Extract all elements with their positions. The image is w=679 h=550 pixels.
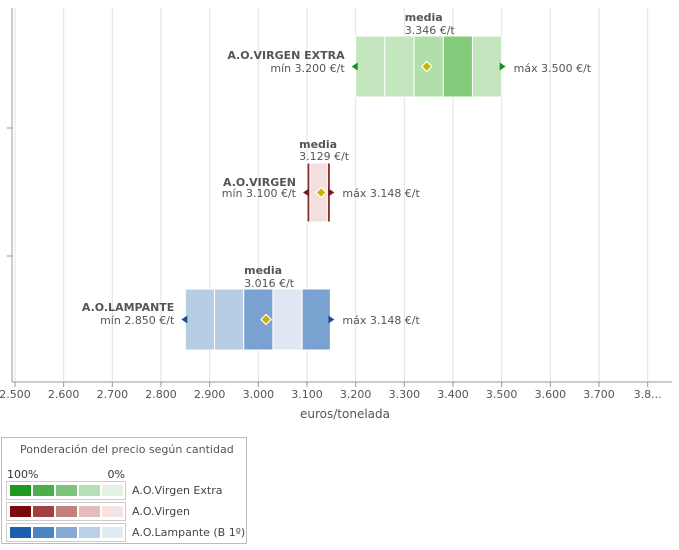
max-marker	[499, 62, 506, 71]
legend-swatch	[33, 485, 54, 496]
tick-label: 3.8...	[634, 388, 662, 401]
max-label: máx 3.500 €/t	[514, 62, 592, 75]
max-marker	[328, 315, 335, 324]
legend-entry-label: A.O.Lampante (B 1º)	[132, 526, 246, 539]
tick-label: 3.300	[389, 388, 421, 401]
tick-label: 3.500	[486, 388, 518, 401]
legend-swatch	[10, 485, 31, 496]
bar-segment	[301, 288, 331, 351]
x-axis-ticks: 2.500 2.600 2.700 2.800 2.900 3.000 3.100 3.200…	[0, 382, 662, 401]
mean-title: media	[244, 264, 282, 277]
mean-marker	[260, 313, 272, 326]
legend-entry-label: A.O.Virgen	[132, 505, 190, 518]
legend-swatch	[79, 485, 100, 496]
max-label: máx 3.148 €/t	[342, 187, 420, 200]
tick-label: 3.200	[340, 388, 372, 401]
legend-min-label: 0%	[107, 468, 125, 481]
legend-swatch-box	[6, 502, 126, 521]
mean-value-label: 3.346 €/t	[405, 24, 456, 37]
series-name-label: A.O.VIRGEN	[223, 176, 296, 189]
tick-label: 2.500	[0, 388, 31, 401]
legend-entry-label: A.O.Virgen Extra	[132, 484, 223, 497]
legend-swatch	[33, 506, 54, 517]
bar-segment	[442, 35, 473, 98]
range-bars	[181, 35, 506, 351]
mean-title: media	[299, 138, 337, 151]
tick-label: 3.600	[535, 388, 567, 401]
bar-segment	[184, 288, 216, 351]
legend-swatch	[79, 527, 100, 538]
min-marker	[303, 188, 309, 197]
mean-marker	[315, 186, 327, 199]
tick-label: 3.400	[437, 388, 469, 401]
series-name-label: A.O.VIRGEN EXTRA	[227, 49, 345, 62]
plot-frame	[7, 8, 672, 383]
legend-swatch	[102, 485, 123, 496]
tick-label: 2.700	[97, 388, 129, 401]
legend-swatch	[102, 527, 123, 538]
bar-segment	[384, 35, 415, 98]
legend-swatch	[56, 485, 77, 496]
bar-segment	[214, 288, 245, 351]
legend-scale: 100% 0%	[7, 468, 125, 481]
bar-segment	[355, 35, 386, 98]
tick-label: 3.000	[243, 388, 275, 401]
tick-label: 2.900	[194, 388, 226, 401]
legend-swatch-box	[6, 481, 126, 500]
x-axis-label: euros/tonelada	[300, 407, 390, 421]
range-bar-3	[181, 288, 335, 351]
mean-value-label: 3.129 €/t	[299, 150, 350, 163]
mean-title: media	[405, 11, 443, 24]
min-label: mín 3.200 €/t	[270, 62, 345, 75]
legend-swatch	[102, 506, 123, 517]
max-label: máx 3.148 €/t	[342, 314, 420, 327]
min-marker	[181, 315, 188, 324]
series-name-label: A.O.LAMPANTE	[82, 301, 174, 314]
legend-swatch	[56, 506, 77, 517]
legend: Ponderación del precio según cantidad 10…	[1, 437, 247, 544]
max-marker	[328, 188, 335, 197]
tick-label: 2.800	[145, 388, 177, 401]
mean-marker	[420, 60, 433, 73]
tick-label: 3.100	[291, 388, 323, 401]
legend-swatch	[79, 506, 100, 517]
min-label: mín 3.100 €/t	[222, 187, 297, 200]
range-bar-2	[303, 162, 335, 223]
min-label: mín 2.850 €/t	[100, 314, 175, 327]
legend-swatch	[33, 527, 54, 538]
min-marker	[351, 62, 358, 71]
legend-swatch	[10, 506, 31, 517]
bar-segment	[471, 35, 503, 98]
legend-title: Ponderación del precio según cantidad	[20, 443, 234, 456]
range-bar-1	[351, 35, 506, 98]
bar-segment	[272, 288, 303, 351]
mean-value-label: 3.016 €/t	[244, 277, 295, 290]
legend-swatch	[56, 527, 77, 538]
legend-swatch	[10, 527, 31, 538]
legend-swatch-box	[6, 523, 126, 542]
tick-label: 2.600	[48, 388, 80, 401]
legend-max-label: 100%	[7, 468, 39, 481]
tick-label: 3.700	[583, 388, 615, 401]
